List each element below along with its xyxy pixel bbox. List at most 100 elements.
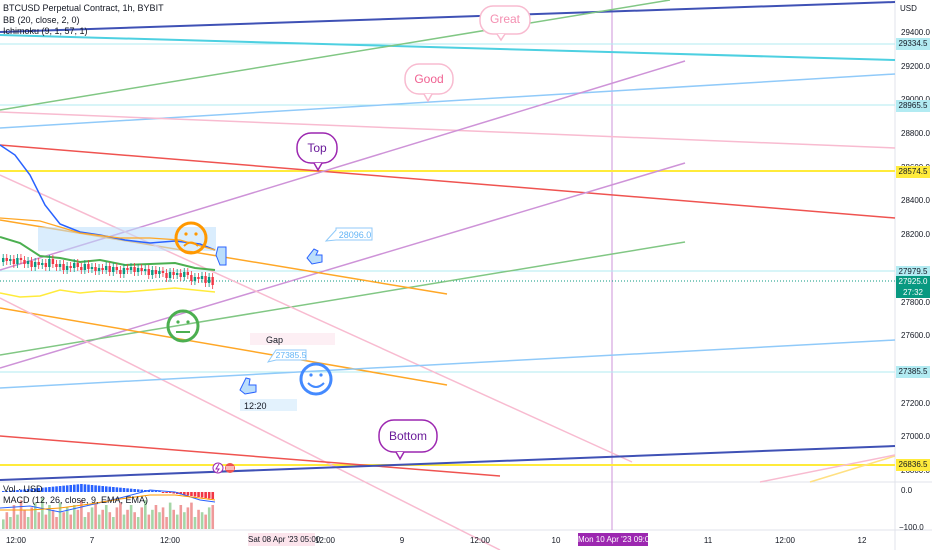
callout-great[interactable]: Great xyxy=(479,5,531,42)
price-tag[interactable]: 26836.5 xyxy=(896,459,930,471)
trendline-pink-diag-2[interactable] xyxy=(0,297,501,551)
pointing-hand-icon-3[interactable] xyxy=(215,246,227,266)
bb-legend[interactable]: BB (20, close, 2, 0) xyxy=(3,15,80,25)
volume-bar xyxy=(97,514,101,529)
time-label-box[interactable] xyxy=(240,399,297,411)
candle-body xyxy=(51,259,55,264)
candle-body xyxy=(44,263,47,267)
trendline-purple-2[interactable] xyxy=(0,162,686,369)
macd-histogram-bar xyxy=(115,487,119,492)
price-tick: 28400.0 xyxy=(901,196,930,206)
volume-bar xyxy=(183,512,186,529)
candle-body xyxy=(158,271,161,274)
price-label-28096[interactable]: 28096.0 xyxy=(324,227,373,242)
volume-bar xyxy=(12,505,16,529)
candle-body xyxy=(80,267,83,270)
volume-bar xyxy=(44,514,48,529)
macd-histogram-bar xyxy=(76,484,80,492)
price-tick-partial: 29000.0 xyxy=(901,95,930,104)
macd-histogram-bar xyxy=(62,485,65,492)
volume-bar xyxy=(26,517,30,529)
ichimoku-legend[interactable]: Ichimoku (9, 1, 57, 1) xyxy=(3,26,88,36)
price-tag[interactable]: 27385.5 xyxy=(896,366,930,379)
candle-body xyxy=(87,264,90,269)
pointing-hand-icon-2[interactable] xyxy=(239,377,257,395)
candle-body xyxy=(151,270,154,275)
callout-good[interactable]: Good xyxy=(404,63,454,103)
price-tick: 27200.0 xyxy=(901,398,930,408)
price-tag[interactable]: 29334.5 xyxy=(896,38,930,50)
volume-bar xyxy=(133,512,136,529)
callout-bottom[interactable]: Bottom xyxy=(378,419,438,461)
symbol-legend[interactable]: BTCUSD Perpetual Contract, 1h, BYBIT xyxy=(3,3,164,13)
time-highlight-end[interactable]: Mon 10 Apr '23 09:00 xyxy=(578,533,654,546)
neutral-face-icon[interactable] xyxy=(166,309,200,343)
volume-bar xyxy=(112,517,115,529)
macd-signal xyxy=(0,494,216,511)
event-flag-icon[interactable] xyxy=(225,463,235,473)
macd-histogram-bar xyxy=(112,487,115,492)
candle-body xyxy=(186,272,189,275)
trendline-yellow-low[interactable] xyxy=(809,455,896,483)
trendline-red-top[interactable] xyxy=(0,144,896,219)
current-price-tag[interactable]: 27925.0 27:32 xyxy=(896,275,930,298)
sad-face-icon[interactable] xyxy=(174,221,208,255)
candle-body xyxy=(126,268,129,270)
volume-bar xyxy=(193,517,197,529)
macd-histogram-bar xyxy=(183,492,186,495)
trendline-pink-diag-1[interactable] xyxy=(0,174,633,463)
trendline-blue-low[interactable] xyxy=(0,339,896,389)
trendline-green-top[interactable] xyxy=(0,0,671,111)
price-tag[interactable]: 28965.5 xyxy=(896,100,930,113)
macd-histogram-bar xyxy=(129,488,133,492)
trendline-pink-right[interactable] xyxy=(759,454,896,483)
macd-histogram-bar xyxy=(147,490,151,492)
volume-bar xyxy=(175,514,179,529)
trendline-blue-light[interactable] xyxy=(0,73,896,129)
trendline-orange-2[interactable] xyxy=(0,307,448,386)
macd-histogram-bar xyxy=(23,489,26,492)
bb-lower xyxy=(0,287,216,298)
candle-body xyxy=(179,273,182,277)
candle-series[interactable] xyxy=(2,254,214,289)
volume-bar xyxy=(30,507,33,529)
macd-histogram-bar xyxy=(207,492,211,499)
trendline-green-mid[interactable] xyxy=(0,241,686,356)
range-box[interactable] xyxy=(38,227,216,251)
trendline-cyan[interactable] xyxy=(0,34,896,61)
volume-bar xyxy=(58,502,62,529)
volume-bar xyxy=(2,519,5,529)
macd-legend[interactable]: MACD (12, 26, close, 9, EMA, EMA) xyxy=(3,495,149,505)
price-tag[interactable]: 28574.5 xyxy=(896,166,930,179)
smile-face-icon[interactable] xyxy=(299,362,333,396)
macd-histogram-bar xyxy=(186,492,190,496)
macd-histogram-bar xyxy=(65,485,69,492)
ichimoku-line-orange xyxy=(0,217,216,251)
callout-top[interactable]: Top xyxy=(296,132,338,172)
pointing-hand-icon-1[interactable] xyxy=(306,248,323,265)
price-label-27385[interactable]: 27385.5 xyxy=(266,349,307,363)
event-lightning-icon[interactable] xyxy=(212,462,224,474)
volume-bar xyxy=(62,512,65,529)
trendline-pink[interactable] xyxy=(0,111,896,149)
trendline-navy-low[interactable] xyxy=(0,445,896,481)
macd-histogram-bar xyxy=(154,491,158,492)
volume-bar xyxy=(126,509,129,529)
price-label-28096-text: 28096.0 xyxy=(339,230,372,240)
price-tag[interactable]: 27979.5 xyxy=(896,266,930,279)
volume-bar xyxy=(108,512,112,529)
trendline-red-low[interactable] xyxy=(0,435,501,477)
candle-body xyxy=(41,263,44,265)
volume-bar xyxy=(69,514,73,529)
time-highlight-start[interactable]: Sat 08 Apr '23 05:00 xyxy=(248,533,321,546)
macd-histogram-bar xyxy=(5,491,9,492)
macd-histogram-bar xyxy=(83,484,87,492)
macd-histogram-bar xyxy=(73,484,76,492)
trendline-navy-top[interactable] xyxy=(0,1,896,33)
gap-box[interactable] xyxy=(250,333,335,345)
bb-basis xyxy=(0,236,216,271)
macd-histogram-bar xyxy=(94,485,97,492)
volume-legend[interactable]: Vol · USD xyxy=(3,484,43,494)
